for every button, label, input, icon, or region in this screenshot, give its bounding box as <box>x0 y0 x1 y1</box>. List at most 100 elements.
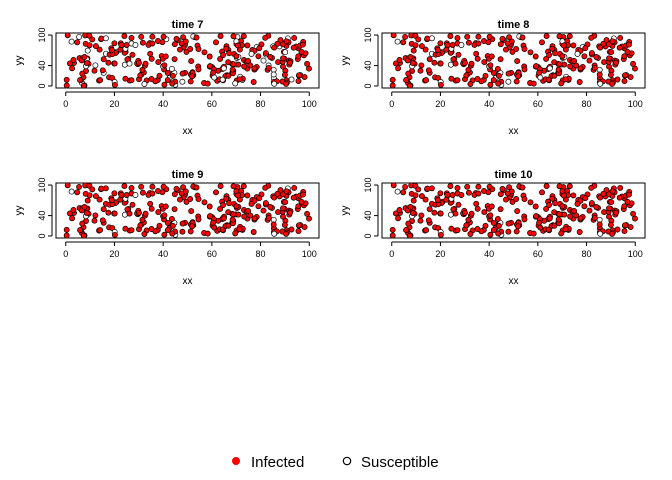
susceptible-point <box>597 230 604 237</box>
infected-point <box>437 190 444 197</box>
y-tick-label: 0 <box>37 83 47 88</box>
infected-point <box>99 67 106 74</box>
panel-title: time 9 <box>172 169 204 181</box>
infected-point <box>89 36 96 43</box>
infected-point <box>283 230 290 237</box>
infected-point <box>229 66 236 73</box>
infected-point <box>497 191 504 198</box>
infected-point <box>241 213 248 220</box>
susceptible-point <box>394 188 401 195</box>
infected-point <box>465 39 472 46</box>
infected-point <box>171 56 178 63</box>
susceptible-point <box>179 78 186 85</box>
infected-point <box>410 47 417 54</box>
x-axis-label: xx <box>183 276 193 287</box>
infected-point <box>431 59 438 66</box>
panel-3: time 9 0 20 40 60 80 100 xx 0 40 100 yy <box>14 169 320 287</box>
legend-infected-label: Infected <box>251 454 304 471</box>
infected-point <box>187 78 194 85</box>
infected-point <box>621 228 628 235</box>
plot-frame <box>55 182 320 239</box>
infected-point <box>407 204 414 210</box>
infected-point <box>179 228 186 235</box>
infected-point <box>169 72 176 79</box>
infected-point <box>179 70 186 77</box>
infected-point <box>193 34 200 41</box>
y-tick-label: 0 <box>363 233 373 238</box>
infected-point <box>217 183 224 190</box>
infected-point <box>91 67 98 74</box>
infected-point <box>63 82 70 89</box>
x-tick-label: 60 <box>533 249 543 259</box>
infected-point <box>173 35 180 42</box>
infected-point <box>497 206 504 213</box>
susceptible-point <box>505 78 512 85</box>
infected-point <box>168 215 175 222</box>
susceptible-point <box>271 230 278 237</box>
infected-point <box>171 206 178 213</box>
infected-point <box>148 226 155 232</box>
infected-point <box>487 212 494 219</box>
infected-point <box>247 212 254 219</box>
x-tick-label: 40 <box>484 99 494 109</box>
infected-point <box>448 225 455 232</box>
infected-point <box>545 76 552 83</box>
susceptible-point <box>282 49 289 56</box>
y-tick-label: 40 <box>37 211 47 221</box>
infected-point <box>418 43 425 50</box>
infected-point <box>452 210 459 217</box>
infected-point <box>475 40 482 47</box>
infected-point <box>494 65 501 72</box>
infected-point <box>129 201 136 208</box>
infected-point <box>558 80 565 87</box>
infected-point <box>230 61 237 68</box>
infected-point <box>630 210 637 217</box>
infected-point <box>581 203 588 210</box>
infected-point <box>551 222 558 229</box>
infected-point <box>409 60 416 67</box>
x-tick-label: 40 <box>484 249 494 259</box>
infected-point <box>189 223 196 230</box>
infected-point <box>624 198 631 205</box>
infected-point <box>295 53 302 60</box>
x-tick-label: 80 <box>256 249 266 259</box>
infected-point <box>412 192 419 199</box>
infected-point <box>603 37 610 44</box>
infected-point <box>613 59 619 66</box>
infected-point <box>149 183 156 190</box>
infected-point <box>521 66 528 73</box>
infected-point <box>422 196 429 203</box>
infected-point <box>426 56 433 63</box>
infected-point <box>622 72 628 79</box>
infected-point <box>92 193 99 200</box>
susceptible-point <box>219 76 226 83</box>
infected-point <box>468 210 475 217</box>
infected-point <box>486 33 493 40</box>
infected-point <box>280 205 286 212</box>
infected-point <box>464 33 471 40</box>
infected-point <box>600 190 607 197</box>
infected-point <box>195 46 202 53</box>
infected-point <box>201 49 208 56</box>
infected-point <box>607 71 614 78</box>
infected-point <box>295 203 302 210</box>
infected-point <box>244 192 251 199</box>
infected-point <box>290 44 297 51</box>
infected-point <box>582 195 589 202</box>
infected-point <box>148 205 155 212</box>
infected-point <box>230 183 237 190</box>
infected-point <box>182 188 189 195</box>
infected-point <box>566 33 573 40</box>
legend-susceptible-label: Susceptible <box>361 454 439 471</box>
infected-point <box>96 196 103 203</box>
infected-point <box>240 183 247 190</box>
infected-point <box>431 209 438 216</box>
infected-point <box>609 80 616 87</box>
infected-point <box>533 63 540 70</box>
infected-point <box>532 203 539 210</box>
infected-point <box>64 32 71 39</box>
infected-point <box>182 38 189 45</box>
infected-point <box>444 42 451 48</box>
infected-point <box>142 210 149 217</box>
infected-point <box>389 82 396 89</box>
